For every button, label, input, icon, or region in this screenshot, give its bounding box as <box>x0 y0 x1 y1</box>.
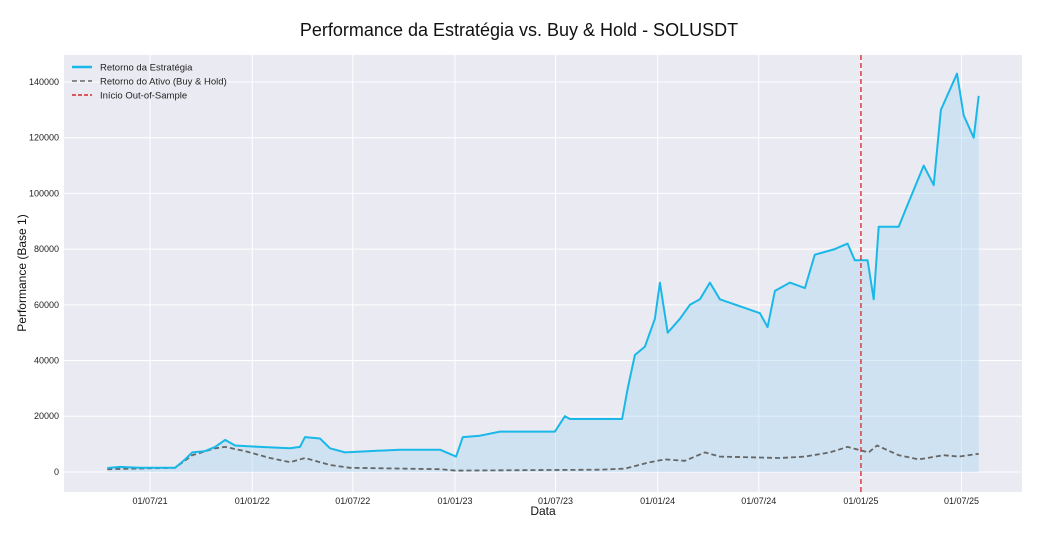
strategy-line <box>107 72 980 469</box>
strategy-area-fill <box>107 73 979 472</box>
x-tick-label: 01/01/23 <box>437 496 472 506</box>
legend: Retorno da Estratégia Retorno do Ativo (B… <box>72 63 227 102</box>
chart-title: Performance da Estratégia vs. Buy & Hold… <box>299 20 739 40</box>
x-tick-label: 01/01/24 <box>640 496 675 506</box>
legend-out-of-sample-label: Início Out-of-Sample <box>100 91 187 102</box>
x-tick-label: 01/01/25 <box>843 496 878 506</box>
x-axis-label: Data <box>530 504 556 518</box>
y-tick-label: 0 <box>54 467 59 477</box>
y-tick-label: 120000 <box>29 133 59 143</box>
y-tick-label: 100000 <box>29 188 59 198</box>
y-tick-label: 140000 <box>29 77 59 87</box>
y-tick-label: 40000 <box>34 356 59 366</box>
y-tick-label: 60000 <box>34 300 59 310</box>
y-tick-label: 20000 <box>34 411 59 421</box>
x-tick-label: 01/07/23 <box>538 496 573 506</box>
x-tick-label: 01/07/24 <box>741 496 776 506</box>
x-tick-label: 01/01/22 <box>235 496 270 506</box>
legend-strategy-label: Retorno da Estratégia <box>100 63 193 74</box>
x-tick-label: 01/07/25 <box>944 496 979 506</box>
x-tick-label: 01/07/21 <box>133 496 168 506</box>
x-tick-label: 01/07/22 <box>335 496 370 506</box>
legend-buy-hold-label: Retorno do Ativo (Buy & Hold) <box>100 77 227 88</box>
y-tick-label: 80000 <box>34 244 59 254</box>
plot-area <box>64 55 1022 492</box>
buy-hold-line <box>107 444 979 472</box>
